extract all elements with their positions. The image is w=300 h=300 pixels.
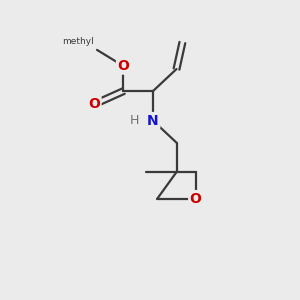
Text: O: O	[118, 59, 129, 73]
Text: N: N	[147, 114, 159, 128]
Text: O: O	[190, 192, 202, 206]
Text: methyl: methyl	[62, 38, 94, 46]
Text: O: O	[88, 98, 100, 111]
Text: H: H	[130, 114, 140, 127]
